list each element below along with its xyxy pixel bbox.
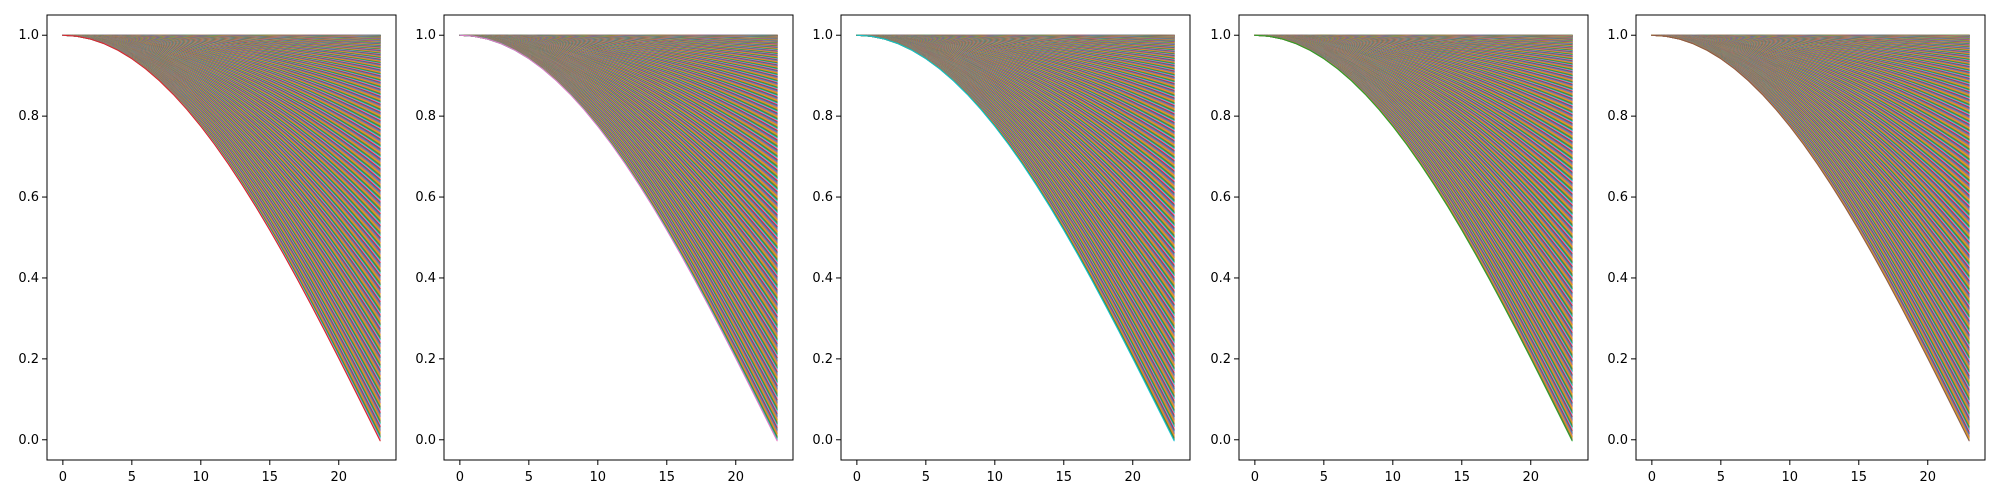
chart-panel-2: 0 5 10 15 20 0.0 0.2 0.4 0.6 0.8 1.0 [415,15,793,485]
y-tick-label-1: 0.2 [1210,352,1231,367]
y-tick-label-4: 0.8 [1210,109,1231,124]
x-tick-label-0: 0 [853,470,861,485]
y-tick-label-2: 0.4 [1607,271,1628,286]
x-tick-label-2: 10 [1385,470,1402,485]
y-tick-label-3: 0.6 [1607,190,1628,205]
y-tick-label-4: 0.8 [18,109,39,124]
y-tick-label-0: 0.0 [1210,433,1231,448]
x-tick-label-0: 0 [59,470,67,485]
y-tick-label-5: 1.0 [18,28,39,43]
y-tick-label-2: 0.4 [415,271,436,286]
y-tick-label-0: 0.0 [18,433,39,448]
y-tick-label-0: 0.0 [1607,433,1628,448]
x-tick-label-2: 10 [193,470,210,485]
y-tick-label-1: 0.2 [415,352,436,367]
x-tick-label-4: 20 [1522,470,1539,485]
x-tick-label-2: 10 [590,470,607,485]
x-tick-label-0: 0 [456,470,464,485]
x-tick-label-3: 15 [659,470,676,485]
x-tick-label-1: 5 [922,470,930,485]
y-tick-label-4: 0.8 [812,109,833,124]
x-tick-label-1: 5 [1717,470,1725,485]
y-tick-label-5: 1.0 [812,28,833,43]
chart-panel-5: 0 5 10 15 20 0.0 0.2 0.4 0.6 0.8 1.0 [1607,15,1985,485]
x-tick-label-3: 15 [1851,470,1868,485]
y-tick-label-4: 0.8 [1607,109,1628,124]
y-tick-label-3: 0.6 [812,190,833,205]
y-tick-label-2: 0.4 [812,271,833,286]
y-tick-label-1: 0.2 [812,352,833,367]
y-tick-label-1: 0.2 [18,352,39,367]
x-tick-label-3: 15 [262,470,279,485]
x-tick-label-4: 20 [1124,470,1141,485]
y-tick-label-0: 0.0 [415,433,436,448]
y-tick-label-3: 0.6 [1210,190,1231,205]
y-tick-label-3: 0.6 [415,190,436,205]
x-tick-label-4: 20 [330,470,347,485]
y-tick-label-5: 1.0 [1607,28,1628,43]
x-tick-label-2: 10 [1782,470,1799,485]
chart-panel-3: 0 5 10 15 20 0.0 0.2 0.4 0.6 0.8 1.0 [812,15,1190,485]
x-tick-label-1: 5 [525,470,533,485]
x-tick-label-1: 5 [128,470,136,485]
y-tick-label-2: 0.4 [1210,271,1231,286]
y-tick-label-5: 1.0 [415,28,436,43]
x-tick-label-4: 20 [1919,470,1936,485]
y-tick-label-0: 0.0 [812,433,833,448]
y-tick-label-1: 0.2 [1607,352,1628,367]
x-tick-label-1: 5 [1320,470,1328,485]
x-tick-label-0: 0 [1648,470,1656,485]
x-tick-label-3: 15 [1454,470,1471,485]
chart-panel-4: 0 5 10 15 20 0.0 0.2 0.4 0.6 0.8 1.0 [1210,15,1588,485]
y-tick-label-4: 0.8 [415,109,436,124]
y-tick-label-2: 0.4 [18,271,39,286]
x-tick-label-3: 15 [1056,470,1073,485]
chart-panel-1: 0 5 10 15 20 0.0 0.2 0.4 0.6 0.8 1.0 [18,15,396,485]
x-tick-label-4: 20 [727,470,744,485]
y-tick-label-5: 1.0 [1210,28,1231,43]
y-tick-label-3: 0.6 [18,190,39,205]
x-tick-label-0: 0 [1251,470,1259,485]
x-tick-label-2: 10 [987,470,1004,485]
